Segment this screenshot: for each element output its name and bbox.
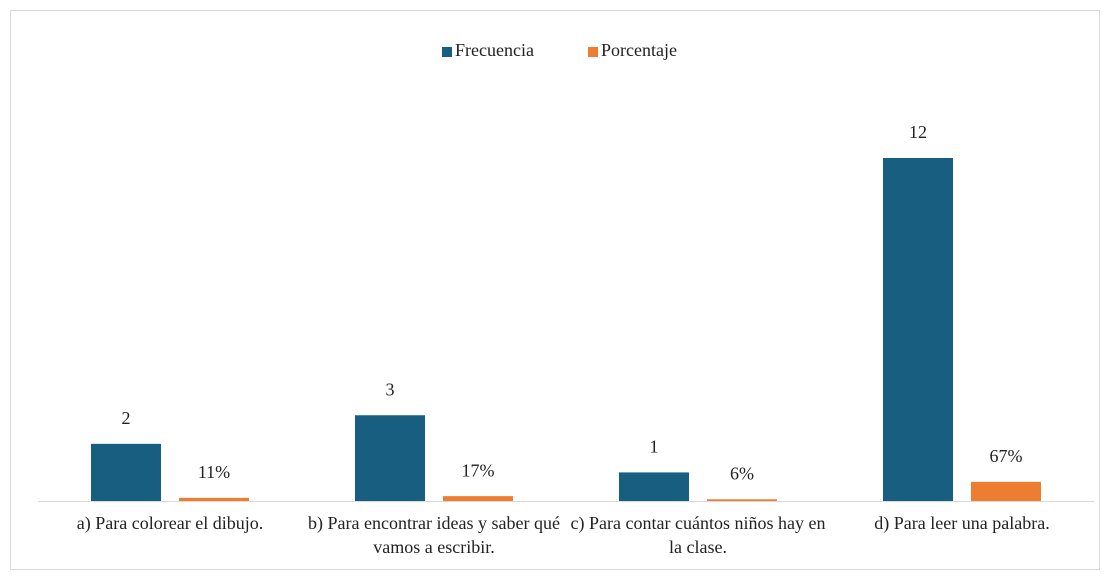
x-tick-label: a) Para colorear el dibujo.: [76, 513, 264, 533]
bar: [883, 158, 953, 501]
data-label: 3: [386, 379, 395, 399]
x-tick-label: c) Para contar cuántos niños hay en la c…: [570, 513, 826, 557]
x-tick-label: d) Para leer una palabra.: [874, 513, 1050, 533]
legend-label: Frecuencia: [455, 40, 534, 60]
data-label: 12: [909, 122, 927, 142]
bar: [971, 481, 1041, 501]
legend-label: Porcentaje: [601, 40, 677, 60]
bar: [179, 497, 249, 501]
bar: [443, 496, 513, 501]
bar: [619, 472, 689, 501]
bar: [355, 415, 425, 501]
data-label: 1: [650, 437, 659, 457]
data-label: 17%: [462, 460, 495, 480]
legend-swatch: [442, 47, 452, 57]
legend-swatch: [588, 47, 598, 57]
bar: [91, 443, 161, 501]
data-label: 6%: [730, 463, 754, 483]
x-tick-label: b) Para encontrar ideas y saber qué vamo…: [308, 513, 560, 557]
data-label: 11%: [198, 462, 230, 482]
data-label: 2: [122, 408, 131, 428]
data-label: 67%: [990, 446, 1023, 466]
bar: [707, 499, 777, 501]
